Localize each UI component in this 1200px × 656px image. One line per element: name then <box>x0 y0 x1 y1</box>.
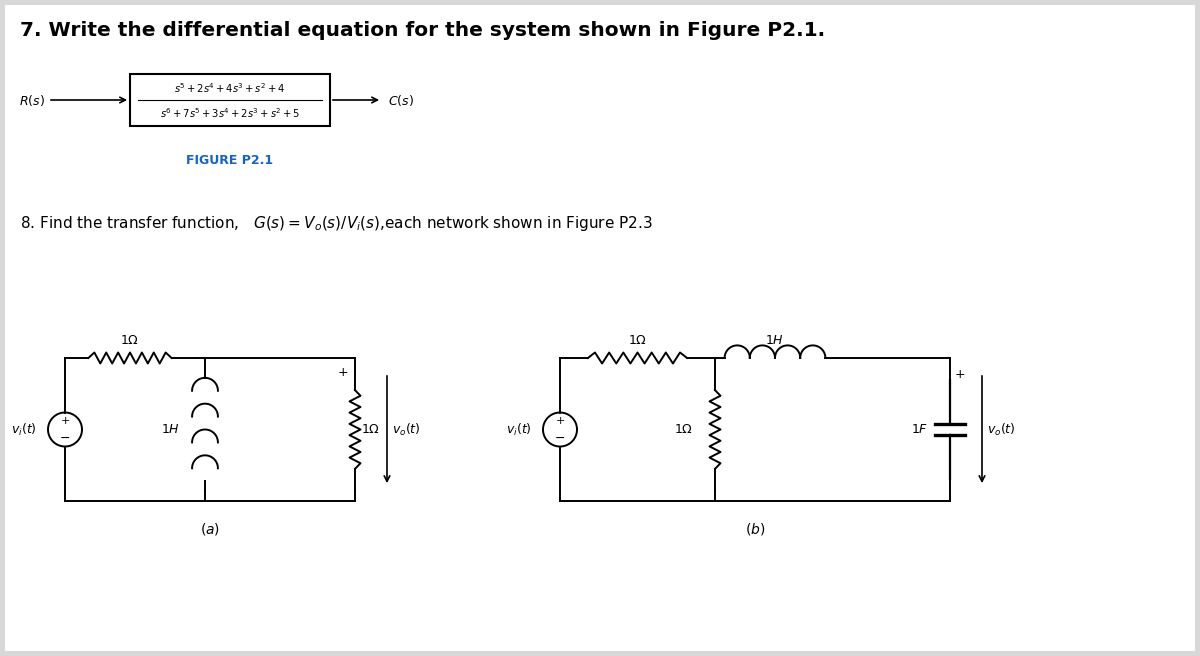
Bar <box>130 74 330 126</box>
Text: $1\Omega$: $1\Omega$ <box>674 423 694 436</box>
Text: −: − <box>60 432 71 445</box>
Text: +: + <box>337 366 348 379</box>
Text: +: + <box>955 368 966 381</box>
Text: $v_o(t)$: $v_o(t)$ <box>392 421 421 438</box>
Text: $v_o(t)$: $v_o(t)$ <box>988 421 1015 438</box>
Text: $1F$: $1F$ <box>911 423 928 436</box>
Text: $C(s)$: $C(s)$ <box>388 92 414 108</box>
Text: $v_i(t)$: $v_i(t)$ <box>506 421 532 438</box>
Text: $(b)$: $(b)$ <box>745 521 766 537</box>
Text: $1\Omega$: $1\Omega$ <box>120 334 139 347</box>
Text: $s^5 + 2s^4 + 4s^3 + s^2 + 4$: $s^5 + 2s^4 + 4s^3 + s^2 + 4$ <box>174 81 286 95</box>
Text: $1H$: $1H$ <box>766 334 785 347</box>
Text: $1\Omega$: $1\Omega$ <box>361 423 380 436</box>
Text: $1\Omega$: $1\Omega$ <box>628 334 647 347</box>
Text: $1H$: $1H$ <box>161 423 180 436</box>
Text: $v_i(t)$: $v_i(t)$ <box>11 421 37 438</box>
Text: $(a)$: $(a)$ <box>200 521 220 537</box>
Text: 8. Find the transfer function,   $G(s) = V_o(s)/V_i(s)$,each network shown in Fi: 8. Find the transfer function, $G(s) = V… <box>20 214 653 233</box>
Text: 7. Write the differential equation for the system shown in Figure P2.1.: 7. Write the differential equation for t… <box>20 21 826 40</box>
Text: +: + <box>556 416 565 426</box>
Text: −: − <box>554 432 565 445</box>
Text: FIGURE P2.1: FIGURE P2.1 <box>186 154 274 167</box>
Text: $R(s)$: $R(s)$ <box>19 92 46 108</box>
Text: +: + <box>60 416 70 426</box>
Text: $s^6 + 7s^5 + 3s^4 + 2s^3 + s^2 + 5$: $s^6 + 7s^5 + 3s^4 + 2s^3 + s^2 + 5$ <box>160 106 300 120</box>
